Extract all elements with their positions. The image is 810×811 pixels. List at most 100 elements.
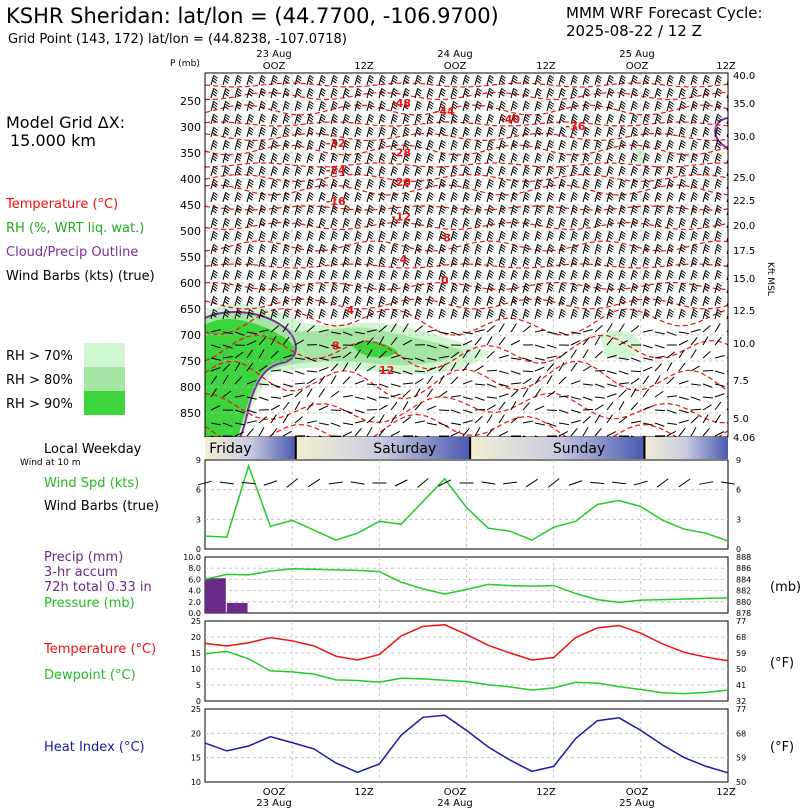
wind-barb-flag: [608, 168, 614, 173]
wind-barb-flag: [440, 168, 446, 173]
wind-barb-flag: [248, 90, 254, 95]
wind-barb-flag: [272, 233, 278, 238]
wind-barb: [498, 370, 509, 375]
wind-barb-flag: [525, 204, 530, 209]
wind-barb-flag: [213, 243, 218, 248]
wind-barb: [654, 283, 659, 294]
wind-barb-flag: [344, 311, 350, 316]
wind-barb-flag: [631, 196, 637, 201]
wind-barb: [462, 270, 467, 281]
wind-barb-flag: [584, 259, 590, 264]
wind-barb: [330, 270, 335, 281]
wind-barb-flag: [452, 259, 458, 264]
wind-barb-flag: [416, 129, 422, 134]
wind-barb: [306, 435, 312, 437]
wind-barb-flag: [393, 139, 398, 144]
wind-barb-flag: [559, 261, 565, 266]
wind-barb-flag: [621, 74, 626, 79]
wind-barb: [618, 370, 629, 375]
wind-barb: [426, 329, 437, 333]
wind-barb-flag: [452, 272, 458, 277]
wind-barb-flag: [691, 183, 697, 188]
wind-barb-flag: [523, 170, 529, 175]
wind-barb: [282, 309, 287, 320]
wind-barb-flag: [451, 79, 457, 84]
wind-barb-flag: [548, 77, 554, 82]
wind-barb-flag: [607, 157, 613, 162]
wind-barb-flag: [439, 131, 445, 136]
wind-barb: [702, 283, 707, 294]
wind-barb-flag: [285, 230, 290, 235]
right-tick-label: 68: [736, 729, 746, 738]
wind-barb-flag: [717, 139, 722, 144]
wind-barb-flag: [572, 168, 578, 173]
wind-barb-flag: [513, 217, 518, 222]
wind-barb-flag: [645, 282, 650, 287]
mb-unit-label: (mb): [770, 580, 801, 595]
wind-barb-flag: [308, 259, 314, 264]
wind-barb: [642, 366, 653, 372]
wind-barb: [570, 362, 578, 372]
wind-barb-flag: [392, 116, 398, 121]
wind-barb-flag: [343, 248, 349, 253]
wind-barb-flag: [693, 74, 698, 79]
wind-barb-flag: [571, 235, 577, 240]
wind-barb-flag: [428, 272, 434, 277]
wind-barb: [294, 257, 299, 268]
wind-barb: [582, 408, 594, 411]
wind-barb-flag: [452, 285, 458, 290]
wind-barb-flag: [536, 168, 542, 173]
wind-barb-flag: [644, 181, 650, 186]
wind-barb-flag: [271, 105, 277, 110]
wind-barb-flag: [524, 285, 530, 290]
wind-barb-flag: [344, 194, 350, 199]
wind-barb-flag: [655, 105, 661, 110]
wind-barb-flag: [667, 118, 673, 123]
wind-barb-flag: [679, 287, 685, 292]
wind-barb-flag: [416, 298, 422, 303]
wind-barb-flag: [380, 207, 386, 212]
kft-tick-label: 30.0: [733, 132, 755, 143]
wind-barb-flag: [571, 157, 577, 162]
wind-barb-flag: [476, 285, 482, 290]
legend-rh80-label: RH > 80%: [6, 373, 73, 388]
wind-barb-flag: [597, 204, 602, 209]
wind-barb: [630, 388, 637, 398]
wind-barb-flag: [632, 181, 638, 186]
wind-barb-flag: [295, 157, 301, 162]
wind-barb-flag: [321, 126, 326, 131]
wind-barb: [414, 420, 425, 424]
wind-barb-flag: [691, 157, 697, 162]
wind-barb: [570, 270, 575, 281]
wind-barb-flag: [344, 298, 350, 303]
wind-barb-flag: [681, 256, 686, 261]
wind-barb-flag: [583, 157, 589, 162]
wind-barb-flag: [453, 126, 458, 131]
wind-barb-flag: [644, 298, 650, 303]
wind-barb-flag: [609, 139, 614, 144]
wind-barb-flag: [237, 204, 242, 209]
wind-barb-flag: [656, 181, 662, 186]
wind-barb-flag: [609, 178, 614, 183]
wind-barb-flag: [331, 105, 337, 110]
wind-barb-flag: [644, 272, 650, 277]
wind-barb: [354, 331, 365, 335]
surface-wind-barb: [307, 478, 321, 488]
wind-barb-flag: [345, 126, 350, 131]
bottom-date-label: 24 Aug: [437, 798, 472, 809]
wind-barb-flag: [345, 256, 350, 261]
wind-barb: [618, 296, 623, 307]
wind-barb: [390, 296, 395, 307]
wind-barb: [258, 383, 270, 386]
wind-barb-flag: [357, 87, 362, 92]
wind-barb-flag: [607, 287, 613, 292]
wind-barb-flag: [367, 157, 373, 162]
wind-barb-flag: [583, 144, 589, 149]
wind-barb-flag: [271, 287, 277, 292]
wind-barb: [390, 401, 398, 411]
wind-barb-flag: [248, 298, 254, 303]
wind-barb-flag: [439, 235, 445, 240]
wind-barb-flag: [223, 144, 229, 149]
wind-barb-flag: [535, 170, 541, 175]
wind-barb: [630, 377, 640, 385]
